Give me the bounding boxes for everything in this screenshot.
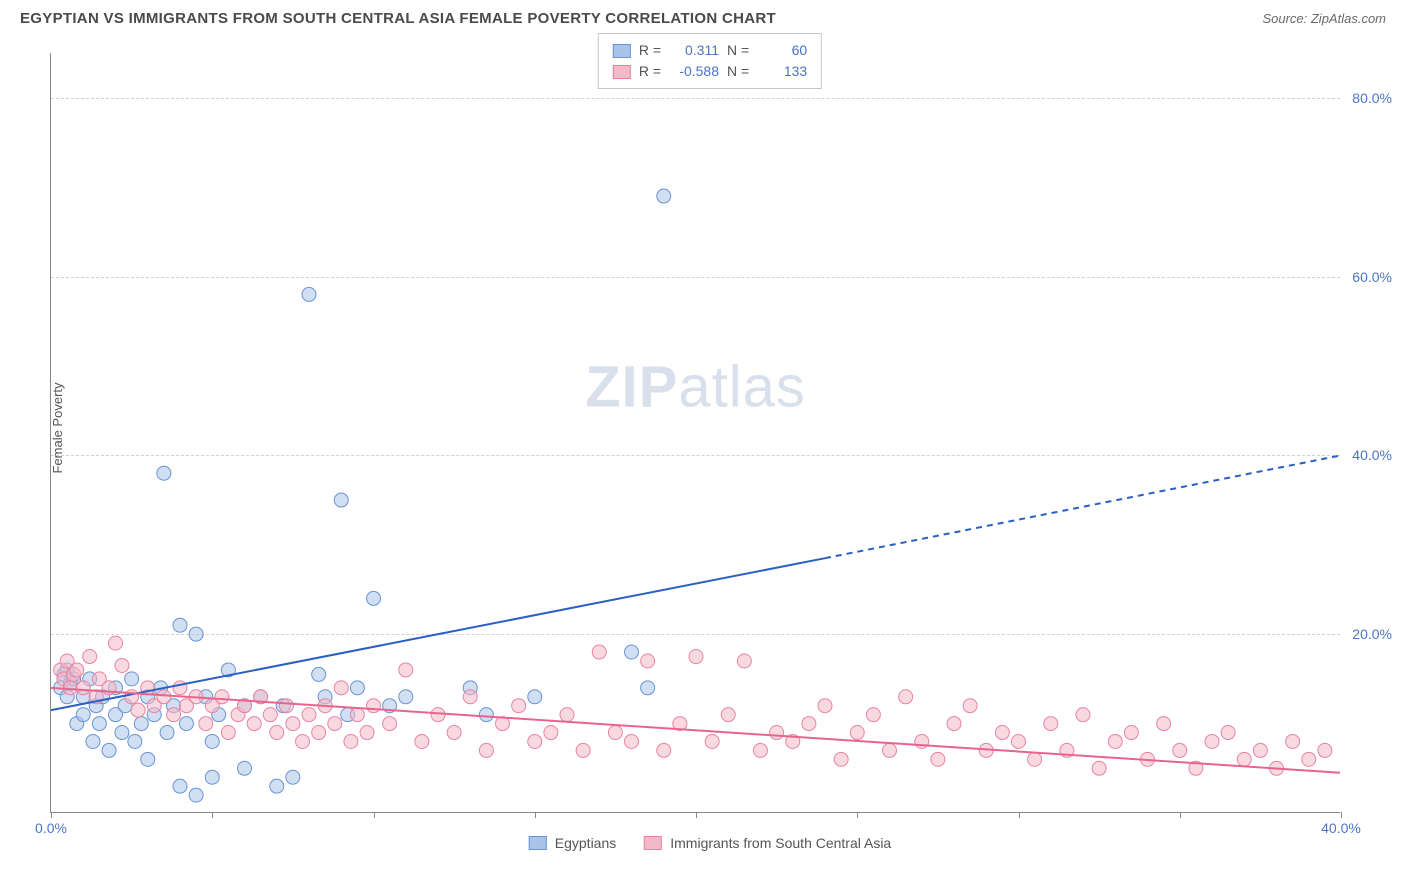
plot-region: ZIPatlas 20.0%40.0%60.0%80.0% 0.0%40.0% (50, 53, 1340, 813)
legend-swatch-icon (529, 836, 547, 850)
y-tick-label: 40.0% (1352, 447, 1392, 463)
chart-title: EGYPTIAN VS IMMIGRANTS FROM SOUTH CENTRA… (20, 10, 776, 27)
y-tick-label: 60.0% (1352, 269, 1392, 285)
legend-label: Egyptians (555, 835, 616, 851)
source-attribution: Source: ZipAtlas.com (1262, 11, 1386, 26)
x-tick-label: 0.0% (35, 820, 67, 836)
stats-row: R = 0.311 N = 60 (613, 40, 807, 61)
correlation-stats-box: R = 0.311 N = 60 R = -0.588 N = 133 (598, 33, 822, 89)
legend-item: Egyptians (529, 835, 616, 851)
r-label: R = (639, 40, 661, 61)
chart-area: Female Poverty ZIPatlas 20.0%40.0%60.0%8… (50, 33, 1370, 823)
y-tick-label: 80.0% (1352, 90, 1392, 106)
n-label: N = (727, 40, 749, 61)
stats-swatch-icon (613, 65, 631, 79)
x-tick-label: 40.0% (1321, 820, 1361, 836)
stats-swatch-icon (613, 44, 631, 58)
legend-item: Immigrants from South Central Asia (644, 835, 891, 851)
legend-label: Immigrants from South Central Asia (670, 835, 891, 851)
n-value: 60 (757, 40, 807, 61)
n-value: 133 (757, 61, 807, 82)
r-label: R = (639, 61, 661, 82)
n-label: N = (727, 61, 749, 82)
r-value: 0.311 (669, 40, 719, 61)
stats-row: R = -0.588 N = 133 (613, 61, 807, 82)
legend-swatch-icon (644, 836, 662, 850)
header: EGYPTIAN VS IMMIGRANTS FROM SOUTH CENTRA… (0, 0, 1406, 33)
r-value: -0.588 (669, 61, 719, 82)
y-tick-label: 20.0% (1352, 626, 1392, 642)
trend-lines (51, 53, 1340, 812)
legend: Egyptians Immigrants from South Central … (529, 835, 891, 851)
